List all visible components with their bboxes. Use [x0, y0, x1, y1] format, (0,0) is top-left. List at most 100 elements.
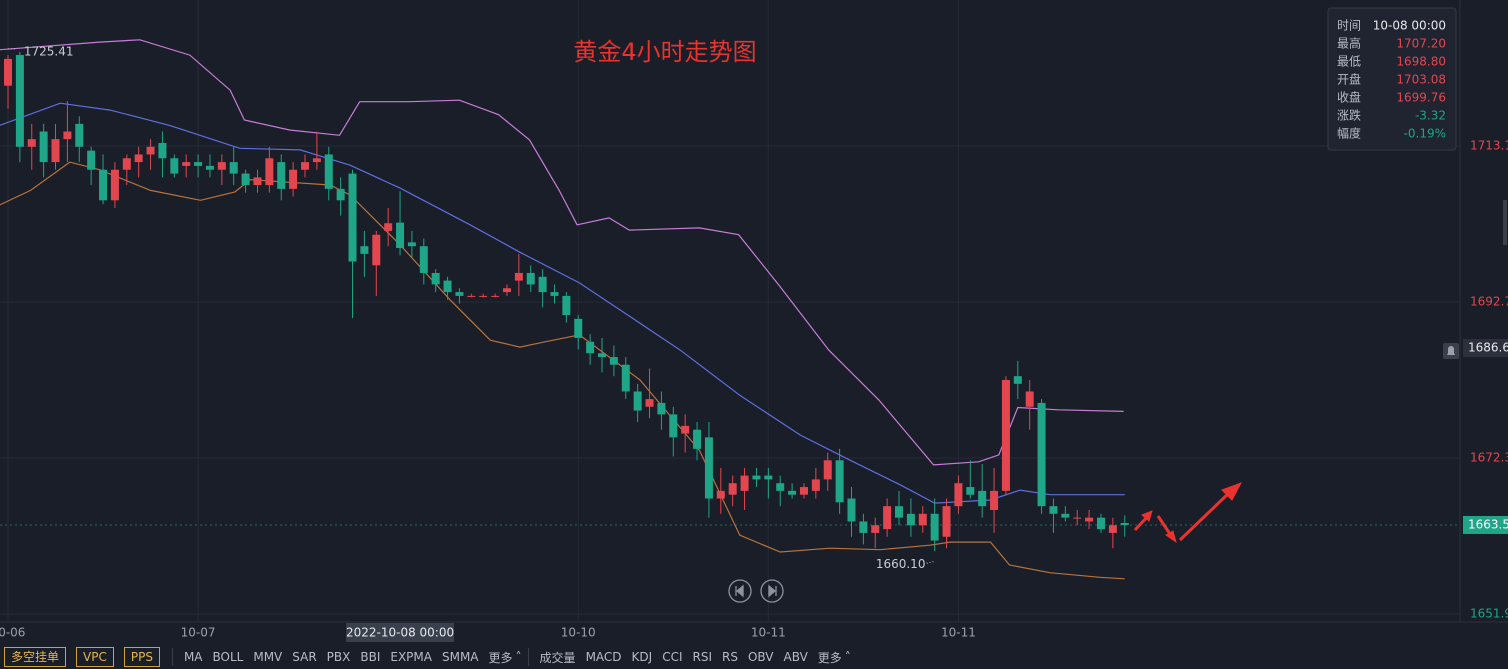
candle-body [990, 490, 999, 510]
candle-body [3, 58, 12, 86]
candle-body [99, 169, 108, 201]
tooltip-key: 最低 [1337, 55, 1361, 69]
x-tick-label: 10-11 [941, 626, 976, 640]
candle-body [906, 513, 915, 526]
candle-body [693, 429, 702, 449]
x-tick-label: 10-06 [0, 626, 25, 640]
candle-body [1120, 522, 1129, 525]
crosshair-label: 2022-10-08 00:00 [346, 626, 454, 640]
candle-body [384, 223, 393, 231]
candle-body [1085, 517, 1094, 522]
candle-body [586, 341, 595, 354]
tooltip-key: 开盘 [1337, 72, 1361, 87]
candle-body [277, 162, 286, 189]
indicator-tab[interactable]: CCI [662, 650, 683, 664]
indicator-tab[interactable]: BOLL [212, 650, 244, 664]
indicator-tab[interactable]: KDJ [631, 650, 653, 664]
y-tick-label: 1713.1 [1470, 139, 1508, 153]
candle-body [229, 162, 238, 174]
toolbar: 多空挂单 VPC PPS MA BOLL MMV SAR PBX BBI EXPMA SMMA 更多… [0, 645, 1508, 669]
candle-body [372, 234, 381, 266]
candle-body [15, 55, 24, 147]
extreme-label: 1725.41 [24, 44, 74, 58]
alert-bell[interactable] [1443, 343, 1459, 359]
alert-price-label: 1686.69 [1468, 340, 1508, 354]
candle-body [823, 460, 832, 480]
tooltip-value: -0.19% [1404, 127, 1446, 141]
candle-body [669, 414, 678, 438]
indicator-tab[interactable]: 成交量 [539, 650, 576, 665]
candle-body [514, 272, 523, 281]
tooltip-panel: 时间 10-08 00:00 最高 1707.20 最低 1698.80 开盘 1703.08… [1327, 7, 1457, 151]
band-line [0, 161, 1125, 580]
indicator-tab[interactable]: MACD [585, 650, 622, 664]
tooltip-value: 1699.76 [1396, 91, 1446, 105]
candle-body [158, 142, 167, 159]
candle-body [1096, 517, 1105, 530]
indicator-tab[interactable]: OBV [747, 650, 774, 664]
tool-button[interactable]: 多空挂单 [4, 647, 67, 667]
indicator-tab[interactable]: MMV [253, 650, 283, 664]
x-tick-label: 10-07 [181, 626, 216, 640]
y-tick-label: 1672.3 [1470, 450, 1508, 464]
candle-body [110, 169, 119, 201]
candle-body [419, 246, 428, 273]
caret-icon: ˄ [844, 650, 851, 664]
candle-body [859, 521, 868, 533]
candle-body [51, 139, 60, 163]
indicator-tab[interactable]: BBI [360, 650, 381, 664]
band-line [0, 102, 1125, 504]
candle-body [716, 490, 725, 499]
indicator-tab[interactable]: RS [722, 650, 738, 664]
tool-button[interactable]: VPC [76, 647, 114, 667]
tooltip-value: 1698.80 [1396, 55, 1446, 69]
candle-body [538, 276, 547, 293]
candle-body [253, 177, 262, 186]
candle-body [740, 475, 749, 491]
indicator-tab[interactable]: 更多 [817, 650, 842, 665]
indicator-tab[interactable]: MA [183, 650, 203, 664]
indicator-tab[interactable]: EXPMA [390, 650, 432, 664]
indicator-tab[interactable]: PBX [326, 650, 351, 664]
playback-controls[interactable] [728, 579, 784, 603]
candle-body [728, 483, 737, 495]
candle-body [289, 169, 298, 189]
indicator-tab[interactable]: SMMA [441, 650, 479, 664]
candle-body [479, 295, 488, 297]
tooltip-value: 1703.08 [1396, 73, 1446, 87]
indicator-tab[interactable]: RSI [692, 650, 713, 664]
candle-body [598, 353, 607, 358]
candle-body [194, 162, 203, 166]
candle-body [502, 288, 511, 293]
candle-body [799, 487, 808, 495]
candle-body [265, 158, 274, 186]
candle-body [182, 162, 191, 166]
indicator-tab[interactable]: ABV [783, 650, 808, 664]
candle-body [1013, 376, 1022, 384]
button-group: 多空挂单 VPC PPS [0, 647, 166, 667]
candle-body [942, 506, 951, 537]
tool-button[interactable]: PPS [123, 647, 160, 667]
candle-body [788, 490, 797, 495]
separator [171, 648, 173, 666]
candle-body [609, 357, 618, 365]
candle-body [895, 506, 904, 518]
candle-body [443, 280, 452, 293]
candle-body [1001, 380, 1010, 491]
candle-body [324, 154, 333, 189]
candle-body [241, 173, 250, 186]
candle-body [621, 364, 630, 392]
indicator-tab[interactable]: SAR [292, 650, 317, 664]
chart-title: 黄金4小时走势图 [573, 38, 756, 66]
indicator-tab[interactable]: 更多 [488, 650, 513, 665]
grid [0, 0, 1460, 622]
candle-body [170, 158, 179, 174]
tooltip-value: 10-08 00:00 [1373, 19, 1446, 33]
candle-body [883, 506, 892, 530]
candle-body [1049, 506, 1058, 514]
background [0, 0, 1508, 645]
candle-body [467, 295, 476, 297]
candle-body [1073, 517, 1082, 519]
candle-body [550, 292, 559, 296]
